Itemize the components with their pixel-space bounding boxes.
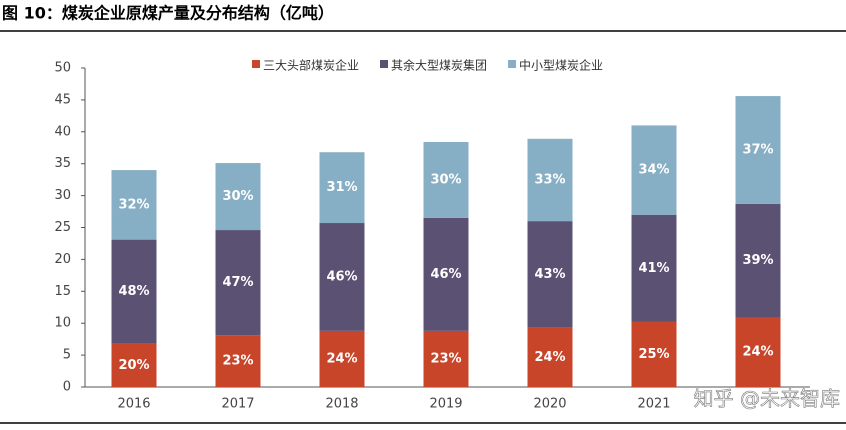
bar-segment xyxy=(735,317,781,387)
y-tick-label: 35 xyxy=(54,156,71,171)
segment-label: 24% xyxy=(742,345,773,360)
segment-label: 32% xyxy=(118,197,149,212)
chart-title: 图 10：煤炭企业原煤产量及分布结构（亿吨） xyxy=(2,4,334,23)
bar-segment xyxy=(319,152,365,224)
watermark: 知乎 @未来智库 xyxy=(694,387,840,411)
bar-segment xyxy=(423,217,469,331)
bar-segment xyxy=(111,239,157,344)
y-tick-label: 25 xyxy=(54,220,71,235)
bar-segment xyxy=(631,321,677,387)
x-tick-label: 2018 xyxy=(325,397,358,412)
segment-label: 20% xyxy=(118,358,149,373)
bar-segment xyxy=(631,125,677,215)
segment-label: 23% xyxy=(430,351,461,366)
bar-segment xyxy=(319,223,365,331)
y-tick-label: 50 xyxy=(54,61,71,76)
legend-label: 其余大型煤炭集团 xyxy=(391,58,487,73)
bar-segment xyxy=(527,327,573,387)
legend-swatch xyxy=(252,60,260,68)
bar-segment xyxy=(215,163,261,231)
bar-segment xyxy=(111,343,157,387)
y-tick-label: 15 xyxy=(54,284,71,299)
bar-segment xyxy=(215,230,261,336)
y-tick-label: 10 xyxy=(54,316,71,331)
bar-segment xyxy=(423,330,469,387)
segment-label: 47% xyxy=(222,275,253,290)
y-tick-label: 20 xyxy=(54,252,71,267)
segment-label: 34% xyxy=(638,163,669,178)
segment-label: 39% xyxy=(742,253,773,268)
segment-label: 43% xyxy=(534,267,565,282)
segment-label: 24% xyxy=(534,350,565,365)
bar-segment xyxy=(735,96,781,204)
segment-label: 31% xyxy=(326,180,357,195)
segment-label: 33% xyxy=(534,172,565,187)
bar-segment xyxy=(215,335,261,387)
legend-swatch xyxy=(380,60,389,68)
segment-label: 25% xyxy=(638,347,669,362)
bar-segment xyxy=(319,330,365,387)
segment-label: 24% xyxy=(326,351,357,366)
bar-segment xyxy=(527,221,573,328)
segment-label: 37% xyxy=(742,142,773,157)
x-tick-label: 2021 xyxy=(637,397,670,412)
bar-segment xyxy=(735,203,781,318)
bar-segment xyxy=(111,170,157,240)
x-tick-label: 2019 xyxy=(429,397,462,412)
segment-label: 30% xyxy=(222,189,253,204)
segment-label: 48% xyxy=(118,284,149,299)
bar-segment xyxy=(423,142,469,218)
y-tick-label: 0 xyxy=(63,380,71,395)
segment-label: 30% xyxy=(430,172,461,187)
y-tick-label: 45 xyxy=(54,92,71,107)
legend-swatch xyxy=(508,60,517,68)
segment-label: 46% xyxy=(430,267,461,282)
segment-label: 46% xyxy=(326,269,357,284)
segment-label: 41% xyxy=(638,261,669,276)
legend-label: 三大头部煤炭企业 xyxy=(263,58,359,73)
segment-label: 23% xyxy=(222,354,253,369)
bar-segment xyxy=(527,138,573,222)
x-tick-label: 2020 xyxy=(533,397,566,412)
legend-label: 中小型煤炭企业 xyxy=(519,58,603,73)
y-tick-label: 30 xyxy=(54,188,71,203)
bar-segment xyxy=(631,214,677,322)
y-tick-label: 5 xyxy=(63,348,71,363)
x-tick-label: 2016 xyxy=(117,397,150,412)
x-tick-label: 2017 xyxy=(221,397,254,412)
y-tick-label: 40 xyxy=(54,124,71,139)
